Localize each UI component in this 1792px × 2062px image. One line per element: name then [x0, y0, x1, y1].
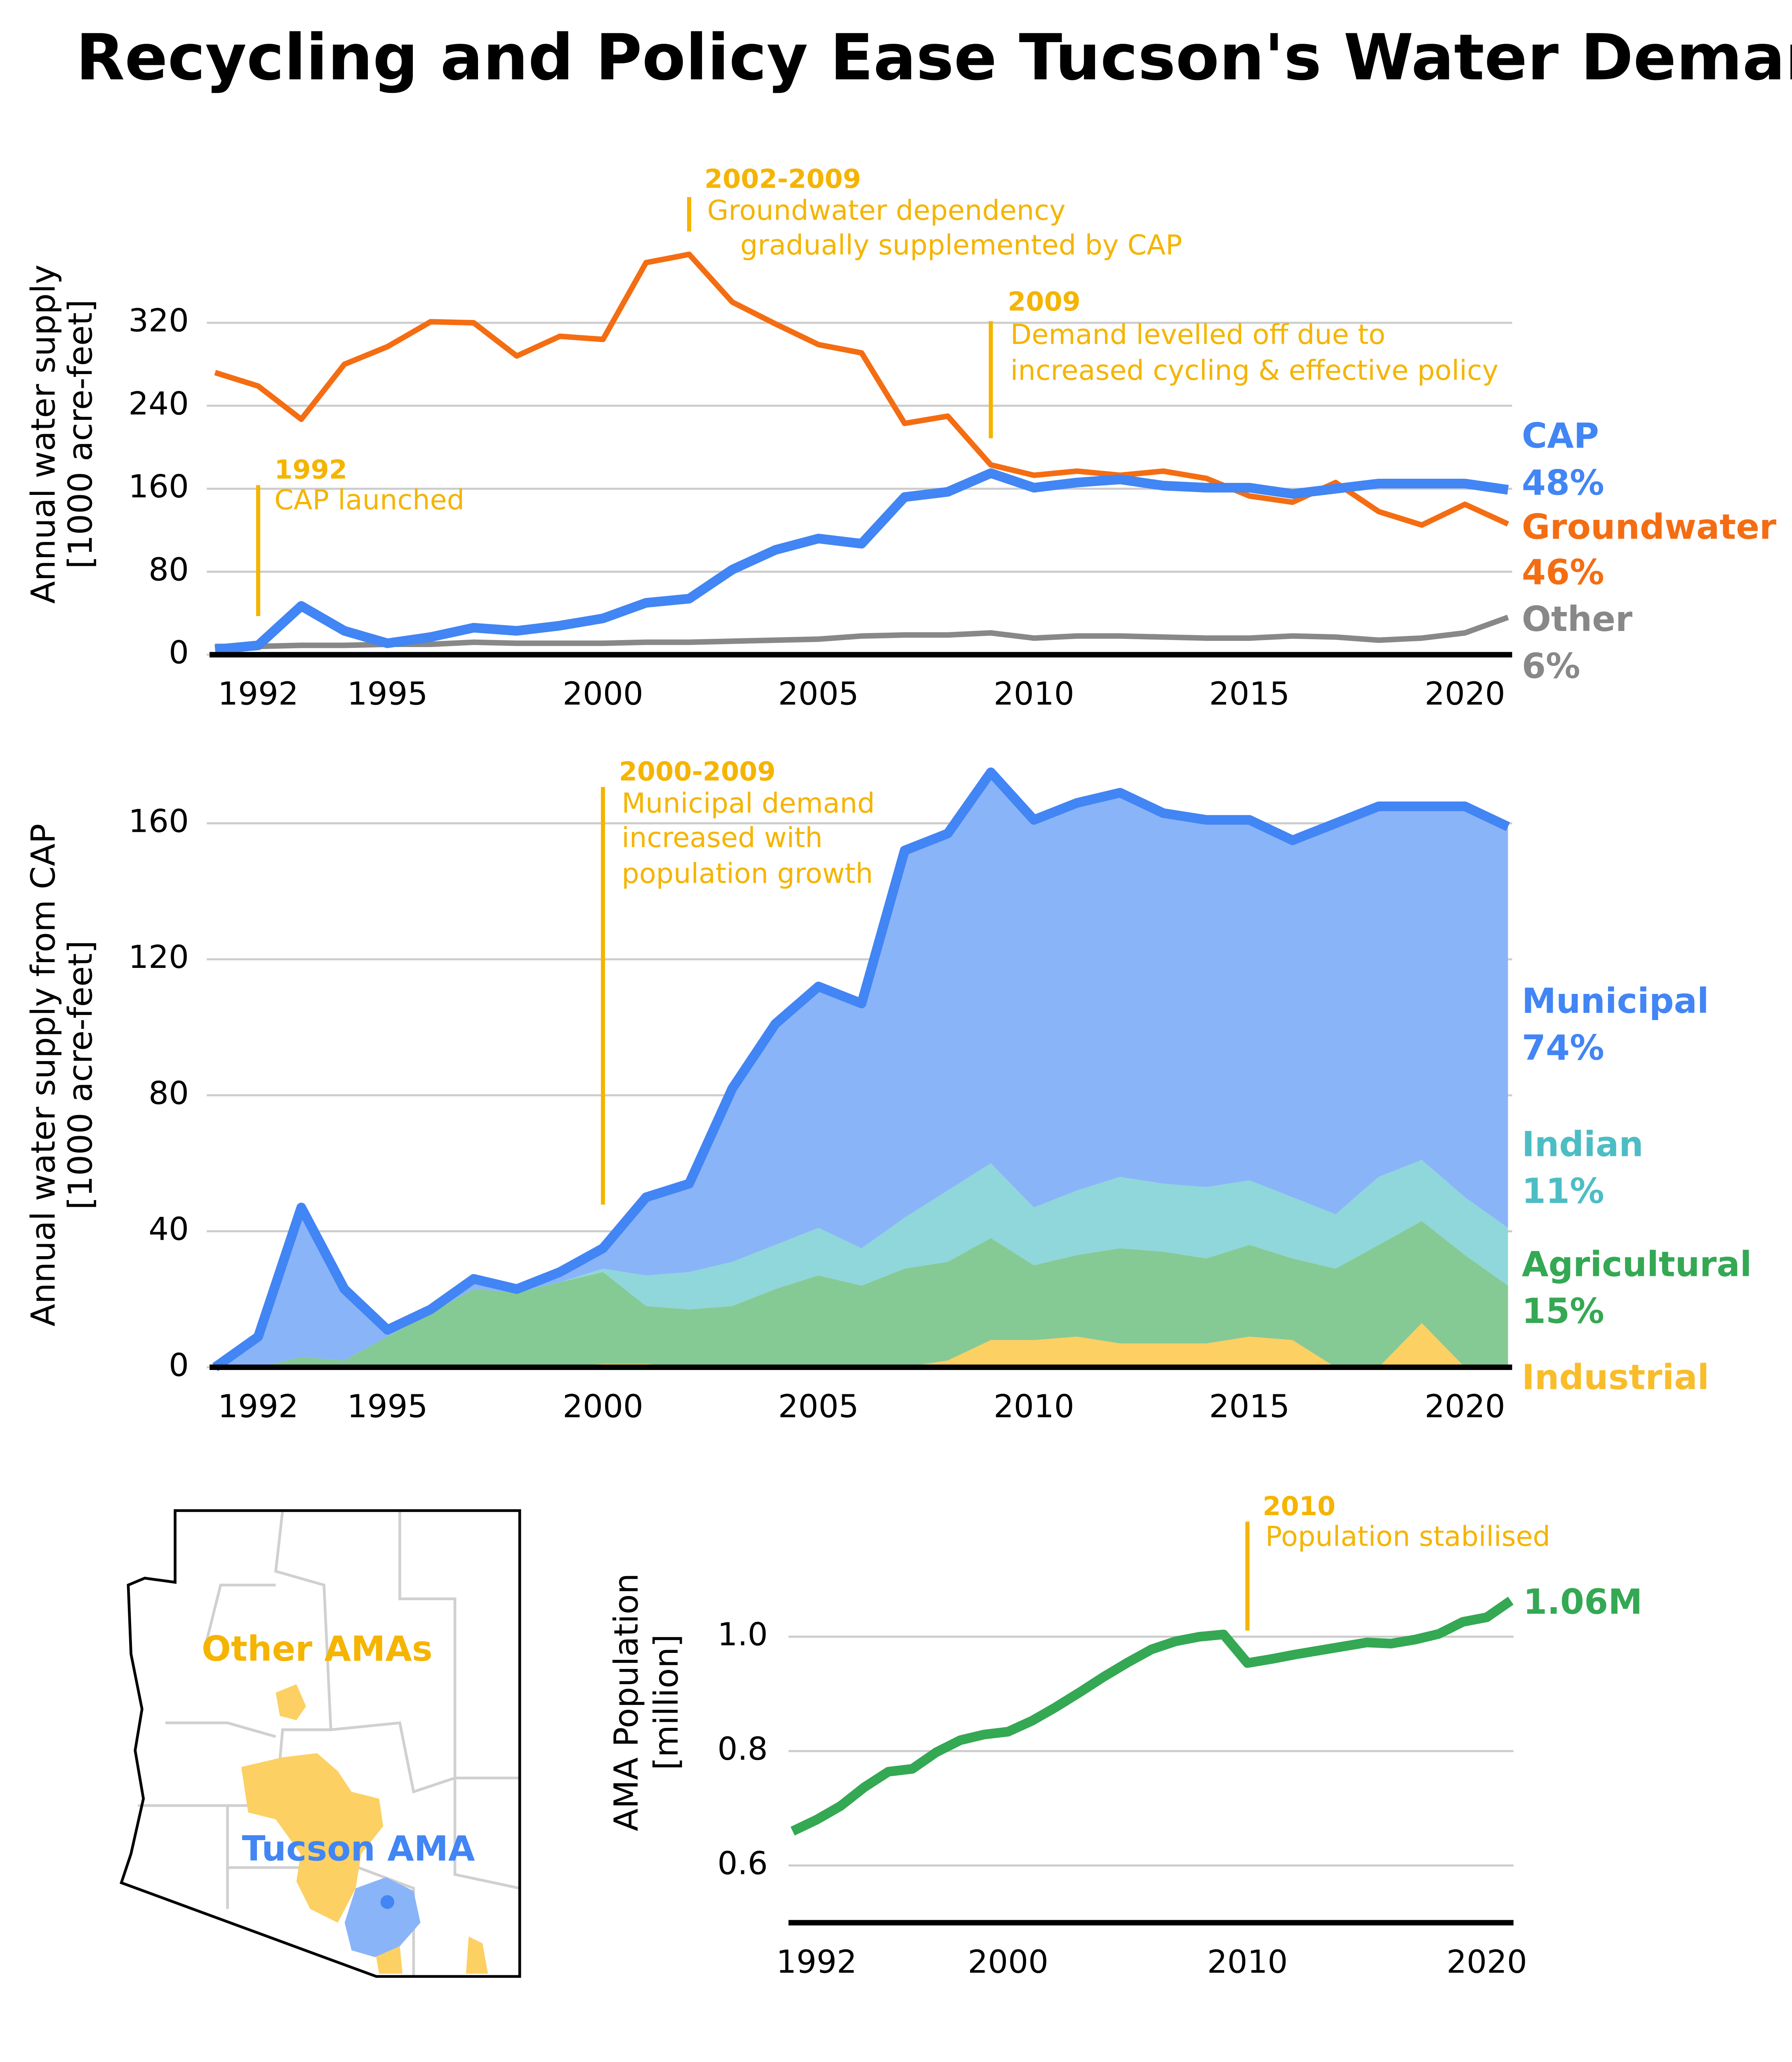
annotation-title: 2010 — [1263, 1491, 1336, 1521]
x-tick-label: 1992 — [218, 1389, 299, 1425]
series-label: Other — [1522, 599, 1632, 639]
annotation-text: Groundwater dependency — [707, 194, 1066, 226]
map-label: Other AMAs — [202, 1629, 433, 1669]
x-tick-label: 2020 — [1425, 676, 1505, 713]
data-line — [790, 1596, 1514, 1836]
share-label: 74% — [1522, 1028, 1604, 1068]
end-label: 1.06M — [1523, 1582, 1642, 1622]
share-label: 11% — [1522, 1171, 1604, 1211]
tucson-ama-region — [344, 1877, 421, 1957]
x-tick-label: 2020 — [1446, 1944, 1527, 1980]
area-segment — [215, 772, 1508, 1368]
annotation-text: CAP launched — [274, 484, 464, 516]
y-tick-label: 80 — [148, 1075, 189, 1112]
share-label: 6% — [1522, 646, 1580, 686]
series-label: Municipal — [1522, 981, 1709, 1021]
y-axis-label: AMA Population — [607, 1573, 645, 1831]
y-tick-label: 160 — [128, 468, 189, 505]
y-tick-label: 160 — [128, 803, 189, 840]
y-tick-label: 0 — [169, 1347, 189, 1384]
x-tick-label: 1995 — [347, 1389, 428, 1425]
area-segment — [215, 1221, 1508, 1368]
x-tick-label: 2010 — [994, 676, 1074, 713]
data-line — [215, 614, 1509, 650]
annotation-text: increased cycling & effective policy — [1010, 354, 1498, 386]
other-ama-regions — [241, 1684, 488, 1974]
y-tick-label: 240 — [128, 386, 189, 422]
y-tick-label: 0.6 — [717, 1845, 768, 1882]
y-tick-label: 40 — [148, 1211, 189, 1248]
x-tick-label: 2000 — [563, 676, 643, 713]
annotation-text: Municipal demand — [622, 787, 875, 819]
chart-title: Recycling and Policy Ease Tucson's Water… — [76, 21, 1792, 94]
series-label: Indian — [1522, 1124, 1644, 1165]
series-label: CAP — [1522, 416, 1599, 456]
state-outline — [120, 1509, 521, 1978]
annotation-title: 2000-2009 — [619, 756, 776, 787]
x-tick-label: 2000 — [968, 1944, 1048, 1980]
area-segment — [215, 1323, 1508, 1368]
y-tick-label: 120 — [128, 939, 189, 976]
annotation-text: gradually supplemented by CAP — [740, 229, 1182, 261]
y-axis-label: [million] — [647, 1634, 685, 1770]
annotation-text: Population stabilised — [1265, 1520, 1550, 1552]
series-label: Agricultural — [1522, 1244, 1752, 1284]
x-tick-label: 1992 — [776, 1944, 857, 1980]
annotation-text: increased with — [622, 822, 822, 854]
x-tick-label: 2010 — [994, 1389, 1074, 1425]
tucson-marker — [380, 1895, 394, 1909]
panel: Annual water supply from CAP[1000 acre-f… — [24, 756, 1752, 1425]
y-tick-label: 0 — [169, 634, 189, 671]
share-label: 48% — [1522, 462, 1604, 503]
area-segment — [215, 1160, 1508, 1368]
map-label: Tucson AMA — [242, 1828, 475, 1869]
x-tick-label: 2000 — [563, 1389, 643, 1425]
data-line — [214, 468, 1509, 654]
y-axis-label: Annual water supply — [24, 265, 62, 604]
series-label: Industrial — [1522, 1357, 1709, 1397]
annotation-text: Demand levelled off due to — [1010, 318, 1385, 351]
x-tick-label: 1992 — [218, 676, 299, 713]
annotation-title: 2009 — [1008, 286, 1081, 317]
x-tick-label: 2010 — [1207, 1944, 1288, 1980]
x-tick-label: 2005 — [778, 1389, 859, 1425]
x-tick-label: 2015 — [1209, 1389, 1290, 1425]
y-tick-label: 320 — [128, 303, 189, 339]
share-label: 15% — [1522, 1291, 1604, 1331]
data-line — [214, 252, 1509, 528]
x-tick-label: 2005 — [778, 676, 859, 713]
annotation-text: population growth — [622, 857, 873, 890]
annotation-title: 2002-2009 — [704, 163, 861, 194]
share-label: 46% — [1522, 552, 1604, 593]
x-tick-label: 1995 — [347, 676, 428, 713]
series-label: Groundwater — [1522, 506, 1776, 547]
annotation-title: 1992 — [274, 454, 347, 485]
panel: AMA Population [million] 0.6 0.8 1.0 1992 2000… — [607, 1491, 1642, 1981]
y-tick-label: 0.8 — [717, 1731, 768, 1768]
y-tick-label: 80 — [148, 551, 189, 588]
total-line — [212, 767, 1510, 1371]
y-tick-label: 1.0 — [717, 1617, 768, 1653]
y-axis-label: [1000 acre-feet] — [61, 299, 100, 569]
x-tick-label: 2015 — [1209, 676, 1290, 713]
panel: Annual water supply[1000 acre-feet] 0 80 16… — [24, 163, 1776, 712]
map: Other AMAs Tucson AMA — [120, 1509, 521, 1978]
y-axis-label: Annual water supply from CAP — [24, 824, 62, 1326]
x-tick-label: 2020 — [1425, 1389, 1505, 1425]
y-axis-label: [1000 acre-feet] — [61, 940, 100, 1210]
